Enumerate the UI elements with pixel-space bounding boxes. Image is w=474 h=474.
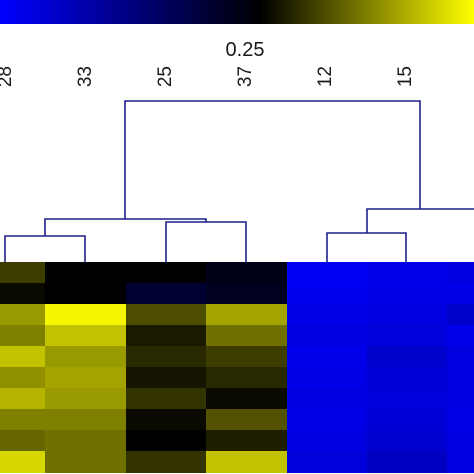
column-label-37: 37 — [235, 66, 256, 87]
heatmap-cell — [206, 409, 288, 431]
heatmap-cell — [367, 283, 448, 305]
heatmap-cell — [287, 304, 368, 326]
heatmap-cell — [0, 367, 46, 389]
heatmap-cell — [0, 283, 46, 305]
heatmap-cell — [126, 367, 207, 389]
heatmap-cell — [447, 388, 474, 410]
heatmap-cell — [0, 262, 46, 284]
heatmap-cell — [287, 430, 368, 452]
heatmap-grid — [0, 262, 474, 473]
heatmap-cell — [0, 388, 46, 410]
heatmap-cell — [287, 325, 368, 347]
heatmap-cell — [206, 346, 288, 368]
column-label-12: 12 — [315, 66, 336, 87]
column-labels: 28 33 25 37 12 15 — [0, 66, 416, 87]
heatmap-cell — [367, 430, 448, 452]
dendro-root — [124, 100, 421, 219]
heatmap-cell — [287, 262, 368, 284]
dendro-leaf-28-33 — [4, 235, 86, 262]
heatmap-cell — [126, 409, 207, 431]
heatmap-cell — [126, 346, 207, 368]
heatmap-cell — [45, 262, 127, 284]
heatmap-cell — [287, 283, 368, 305]
heatmap-cell — [206, 325, 288, 347]
heatmap-cell — [0, 325, 46, 347]
heatmap-cell — [45, 367, 127, 389]
heatmap-cell — [206, 367, 288, 389]
heatmap-cell — [45, 283, 127, 305]
column-label-15: 15 — [395, 66, 416, 87]
heatmap-cell — [447, 346, 474, 368]
heatmap-cell — [45, 451, 127, 473]
heatmap-cell — [367, 451, 448, 473]
heatmap-cell — [206, 388, 288, 410]
heatmap-cell — [126, 304, 207, 326]
heatmap-cell — [206, 430, 288, 452]
heatmap-cell — [447, 451, 474, 473]
heatmap-cell — [45, 304, 127, 326]
heatmap-cell — [287, 346, 368, 368]
heatmap-cell — [367, 325, 448, 347]
heatmap-cell — [367, 262, 448, 284]
heatmap-cell — [126, 451, 207, 473]
heatmap-cell — [0, 304, 46, 326]
heatmap-cell — [447, 409, 474, 431]
heatmap-cell — [287, 367, 368, 389]
heatmap-cell — [45, 388, 127, 410]
heatmap-cell — [367, 346, 448, 368]
heatmap-cell — [367, 388, 448, 410]
heatmap-cell — [287, 451, 368, 473]
heatmap-cell — [206, 283, 288, 305]
color-scale-bar — [0, 0, 474, 24]
dendrogram — [4, 100, 474, 262]
column-label-33: 33 — [75, 66, 96, 87]
heatmap-cell — [126, 262, 207, 284]
heatmap-cell — [447, 367, 474, 389]
heatmap-cell — [447, 430, 474, 452]
dendro-join-12-15-right — [366, 208, 474, 233]
heatmap-cell — [126, 283, 207, 305]
dendro-leaf-25-37 — [165, 221, 247, 262]
heatmap-cell — [367, 409, 448, 431]
heatmap-cell — [126, 430, 207, 452]
heatmap-cell — [447, 262, 474, 284]
color-scale-label: 0.25 — [226, 39, 265, 61]
heatmap-cell — [0, 346, 46, 368]
heatmap-cell — [0, 430, 46, 452]
heatmap-cell — [447, 325, 474, 347]
heatmap-cell — [206, 451, 288, 473]
heatmap-cell — [447, 304, 474, 326]
heatmap-cell — [0, 451, 46, 473]
column-label-25: 25 — [155, 66, 176, 87]
heatmap-cell — [45, 325, 127, 347]
heatmap-cell — [126, 325, 207, 347]
heatmap-cell — [45, 409, 127, 431]
heatmap-cell — [206, 262, 288, 284]
heatmap-cell — [447, 283, 474, 305]
heatmap-cell — [206, 304, 288, 326]
dendro-leaf-12-15 — [326, 232, 407, 262]
heatmap-cell — [287, 409, 368, 431]
heatmap-cell — [126, 388, 207, 410]
heatmap-cell — [367, 304, 448, 326]
heatmap-cell — [45, 346, 127, 368]
heatmap-cell — [0, 409, 46, 431]
heatmap-cell — [45, 430, 127, 452]
heatmap-cell — [367, 367, 448, 389]
column-label-28: 28 — [0, 66, 16, 87]
heatmap-cell — [287, 388, 368, 410]
